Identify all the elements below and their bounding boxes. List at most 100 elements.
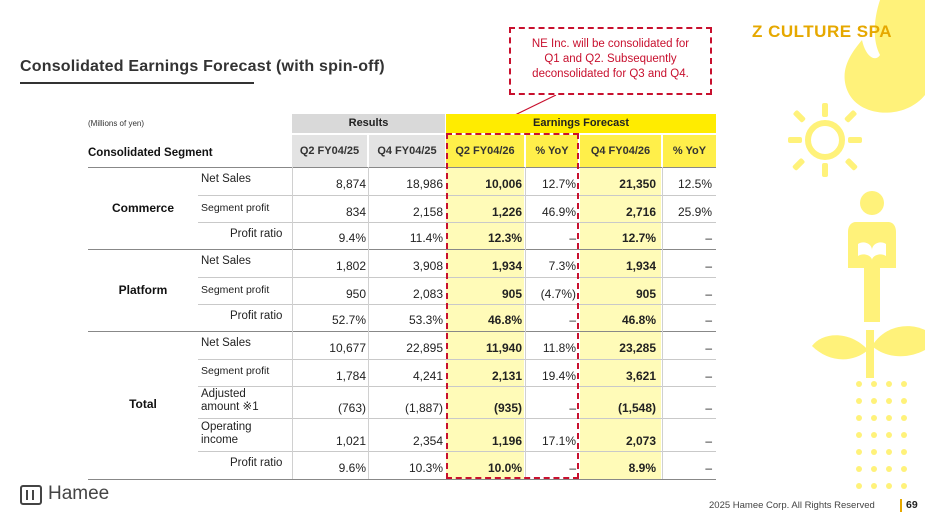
col-header-q4-yoy: % YoY [663, 135, 716, 167]
value-cell: 17.1% [541, 434, 576, 448]
value-cell: 18,986 [406, 177, 443, 191]
col-header-q2-fy0426: Q2 FY04/26 [446, 135, 524, 167]
value-cell: 9.6% [338, 461, 366, 475]
table-col-divider [292, 167, 293, 479]
sun-icon [788, 103, 862, 177]
row-label-adjusted-amount-line2: amount ※1 [201, 401, 259, 413]
col-header-q2-yoy: % YoY [526, 135, 578, 167]
table-rule [198, 359, 716, 360]
value-cell: 46.9% [541, 205, 576, 219]
table-col-divider [525, 167, 526, 479]
row-label-operating-income-line2: income [201, 434, 239, 446]
value-cell: 2,354 [412, 434, 443, 448]
value-cell: 4,241 [412, 369, 443, 383]
table-rule [88, 167, 716, 168]
person-reading-icon [848, 191, 896, 322]
value-cell: – [705, 259, 712, 273]
value-cell: (4.7%) [540, 287, 576, 301]
value-cell: 23,285 [619, 341, 656, 355]
table-rule [198, 277, 716, 278]
forecast-group-header: Earnings Forecast [446, 114, 716, 133]
value-cell: 2,073 [625, 434, 656, 448]
value-cell: 10,006 [485, 177, 522, 191]
value-cell: – [705, 231, 712, 245]
value-cell: 1,196 [491, 434, 522, 448]
callout-line-2: Q1 and Q2. Subsequently [544, 53, 677, 65]
value-cell: 12.7% [621, 231, 656, 245]
value-cell: 12.5% [677, 177, 712, 191]
callout-line-3: deconsolidated for Q3 and Q4. [532, 68, 689, 80]
value-cell: 10.3% [408, 461, 443, 475]
value-cell: 11.8% [542, 341, 576, 355]
value-cell: – [569, 313, 576, 327]
group-label-commerce: Commerce [111, 201, 175, 215]
dot-grid-pattern [856, 381, 907, 489]
value-cell: – [705, 401, 712, 415]
value-cell: 1,802 [335, 259, 366, 273]
table-rule [198, 418, 716, 419]
value-cell: 46.8% [621, 313, 656, 327]
hamee-logo-icon [20, 485, 42, 505]
page-title: Consolidated Earnings Forecast (with spi… [20, 58, 385, 75]
value-cell: 8,874 [335, 177, 366, 191]
value-cell: 905 [635, 287, 656, 301]
value-cell: 46.8% [487, 313, 522, 327]
value-cell: – [569, 401, 576, 415]
value-cell: 834 [345, 205, 366, 219]
consolidation-callout: NE Inc. will be consolidated for Q1 and … [509, 27, 712, 95]
value-cell: 2,716 [625, 205, 656, 219]
value-cell: 21,350 [619, 177, 656, 191]
segment-header: Consolidated Segment [88, 147, 213, 159]
page-number: 69 [906, 499, 918, 511]
row-label-profit-ratio: Profit ratio [230, 457, 283, 469]
value-cell: (1,548) [617, 401, 656, 415]
row-label-segment-profit: Segment profit [201, 284, 270, 296]
value-cell: 10.0% [487, 461, 522, 475]
value-cell: 2,083 [412, 287, 443, 301]
value-cell: (1,887) [404, 401, 443, 415]
table-rule [198, 304, 716, 305]
row-label-segment-profit: Segment profit [201, 202, 270, 214]
callout-line-1: NE Inc. will be consolidated for [531, 38, 690, 50]
table-col-divider [662, 167, 663, 479]
table-rule [88, 479, 716, 480]
value-cell: 2,131 [491, 369, 522, 383]
group-label-total: Total [129, 397, 157, 411]
value-cell: 52.7% [331, 313, 366, 327]
value-cell: – [705, 287, 712, 301]
value-cell: (763) [337, 401, 366, 415]
value-cell: 12.7% [541, 177, 576, 191]
table-rule [198, 222, 716, 223]
value-cell: 11,940 [485, 341, 522, 355]
table-col-divider [368, 167, 369, 479]
row-label-net-sales: Net Sales [201, 173, 251, 185]
col-header-q4-fy0426: Q4 FY04/26 [580, 135, 661, 167]
value-cell: 7.3% [548, 259, 576, 273]
value-cell: 1,226 [491, 205, 522, 219]
value-cell: – [569, 461, 576, 475]
value-cell: 22,895 [406, 341, 443, 355]
value-cell: 12.3% [487, 231, 522, 245]
table-rule [88, 331, 716, 332]
row-label-net-sales: Net Sales [201, 255, 251, 267]
value-cell: 905 [501, 287, 522, 301]
flame-icon [844, 0, 925, 113]
value-cell: 10,677 [329, 341, 366, 355]
value-cell: 3,621 [625, 369, 656, 383]
value-cell: 25.9% [677, 205, 712, 219]
brand-badge: Z CULTURE SPA [752, 22, 892, 41]
row-label-segment-profit: Segment profit [201, 365, 270, 377]
value-cell: 3,908 [412, 259, 443, 273]
value-cell: 9.4% [338, 231, 366, 245]
col-header-q2-fy0425: Q2 FY04/25 [292, 135, 367, 167]
forecast-q4-band [580, 167, 661, 479]
value-cell: (935) [493, 401, 522, 415]
table-rule [198, 195, 716, 196]
q2-fy0426-highlight-box [446, 133, 579, 479]
title-underline [20, 82, 254, 84]
group-label-platform: Platform [118, 283, 168, 297]
value-cell: 11.4% [409, 231, 443, 245]
row-label-operating-income-line1: Operating [201, 421, 252, 433]
value-cell: – [705, 461, 712, 475]
